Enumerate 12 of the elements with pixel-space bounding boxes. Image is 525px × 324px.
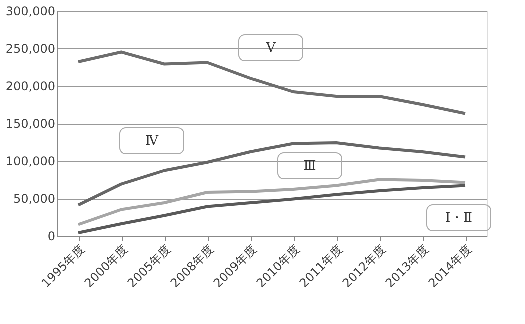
series-label: Ⅲ <box>304 159 316 174</box>
y-tick-label: 200,000 <box>6 80 56 94</box>
series-label: Ⅳ <box>146 134 160 149</box>
y-tick-label: 50,000 <box>14 192 56 206</box>
y-tick-label: 100,000 <box>6 154 56 168</box>
line-series <box>77 50 467 116</box>
series-label: Ⅰ・Ⅱ <box>446 211 473 226</box>
y-tick-label: 300,000 <box>6 4 56 18</box>
text: Ⅴ <box>265 41 276 56</box>
y-tick-label: 150,000 <box>6 117 56 131</box>
y-tick-label: 0 <box>48 230 56 244</box>
y-tick-label: 250,000 <box>6 42 56 56</box>
